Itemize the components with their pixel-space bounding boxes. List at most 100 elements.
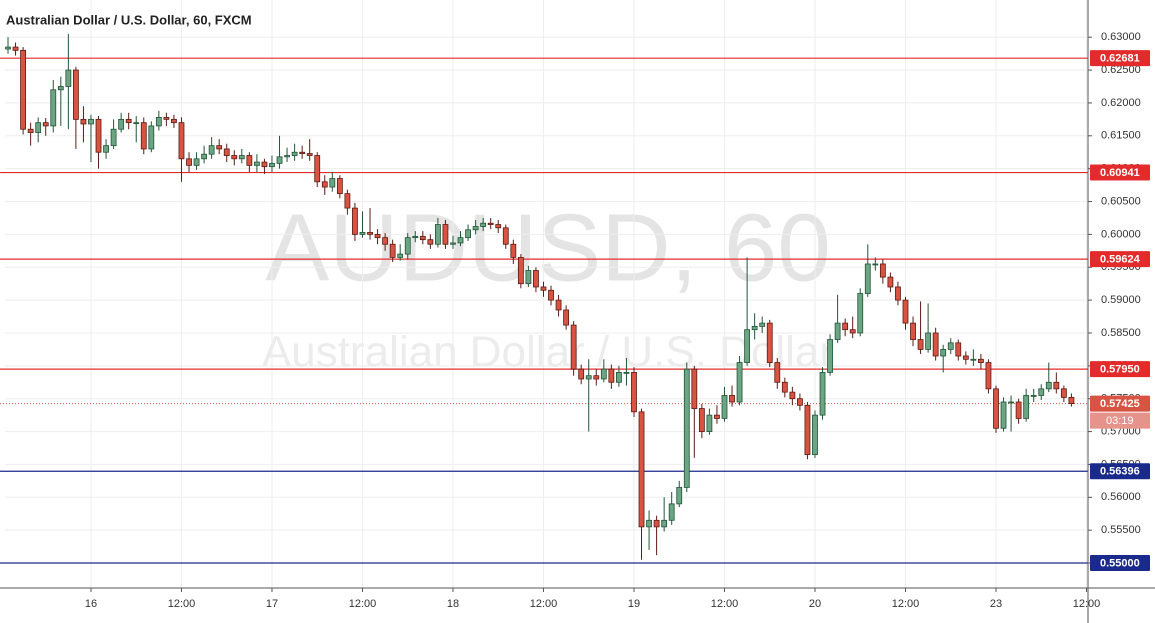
candle-body bbox=[872, 263, 879, 266]
candle-body bbox=[140, 122, 147, 150]
price-badge-label: 0.57950 bbox=[1100, 364, 1140, 376]
candle-body bbox=[932, 332, 939, 357]
x-tick-label: 12:00 bbox=[530, 598, 558, 610]
candle-body bbox=[600, 368, 607, 380]
candle-body bbox=[744, 329, 751, 363]
candle-body bbox=[495, 224, 502, 229]
candle-body bbox=[223, 148, 230, 156]
candle-body bbox=[352, 207, 358, 235]
y-tick-label: 0.56000 bbox=[1101, 491, 1141, 503]
candle-body bbox=[517, 256, 524, 285]
candle-body bbox=[1045, 381, 1052, 390]
candle-body bbox=[178, 122, 185, 160]
x-tick-label: 20 bbox=[809, 598, 821, 610]
candle-body bbox=[314, 155, 321, 183]
candle-body bbox=[208, 145, 215, 155]
candle-body bbox=[450, 242, 456, 245]
price-badge-label: 0.60941 bbox=[1100, 167, 1140, 179]
candle-body bbox=[367, 232, 373, 235]
candle-body bbox=[887, 276, 894, 288]
candle-body bbox=[442, 224, 449, 245]
candle-body bbox=[502, 227, 509, 245]
price-badge bbox=[1090, 395, 1150, 412]
candle-body bbox=[80, 118, 87, 125]
countdown-badge bbox=[1090, 412, 1150, 429]
candle-body bbox=[721, 395, 728, 419]
y-tick-label: 0.58500 bbox=[1101, 327, 1141, 339]
x-tick-label: 19 bbox=[628, 598, 640, 610]
candle-body bbox=[774, 362, 781, 383]
y-tick-label: 0.63000 bbox=[1101, 31, 1141, 43]
candle-body bbox=[1060, 388, 1067, 398]
candle-body bbox=[917, 339, 924, 350]
candle-body bbox=[925, 332, 932, 350]
y-tick-label: 0.60500 bbox=[1101, 195, 1141, 207]
candle-body bbox=[374, 233, 381, 239]
candle-body bbox=[895, 286, 901, 301]
candle-body bbox=[291, 151, 298, 156]
candle-body bbox=[1008, 401, 1014, 404]
candle-body bbox=[344, 193, 351, 209]
candle-body bbox=[525, 270, 532, 285]
candle-body bbox=[231, 155, 238, 160]
candle-body bbox=[321, 181, 328, 188]
candle-body bbox=[186, 158, 192, 166]
candle-body bbox=[148, 125, 155, 150]
candle-body bbox=[947, 342, 954, 350]
candle-body bbox=[797, 398, 803, 406]
candle-body bbox=[691, 368, 698, 409]
candle-body bbox=[457, 237, 464, 244]
x-tick-label: 12:00 bbox=[711, 598, 739, 610]
candle-body bbox=[842, 322, 849, 331]
candle-body bbox=[306, 153, 313, 156]
candle-body bbox=[812, 414, 818, 455]
price-badge bbox=[1090, 251, 1150, 268]
candle-body bbox=[563, 309, 570, 326]
candle-body bbox=[389, 243, 396, 258]
candle-body bbox=[1023, 395, 1030, 419]
candle-body bbox=[284, 155, 290, 158]
candle-body bbox=[434, 224, 441, 245]
candle-body bbox=[646, 519, 652, 528]
candle-body bbox=[766, 322, 773, 363]
candle-body bbox=[125, 118, 132, 124]
candle-body bbox=[5, 46, 11, 50]
candle-body bbox=[1068, 396, 1075, 405]
candle-body bbox=[978, 358, 984, 363]
candle-body bbox=[238, 155, 245, 160]
candle-body bbox=[42, 122, 49, 127]
candle-body bbox=[533, 270, 539, 288]
candle-body bbox=[336, 178, 343, 195]
candle-body bbox=[50, 89, 57, 127]
candle-body bbox=[857, 293, 864, 334]
candle-body bbox=[110, 128, 117, 147]
x-tick-label: 23 bbox=[990, 598, 1002, 610]
candle-body bbox=[216, 145, 223, 150]
candle-body bbox=[72, 69, 79, 120]
candle-body bbox=[970, 358, 977, 361]
candle-body bbox=[359, 232, 366, 235]
candle-body bbox=[849, 329, 856, 334]
y-tick-label: 0.62500 bbox=[1101, 64, 1141, 76]
candle-body bbox=[201, 153, 208, 160]
candle-body bbox=[804, 404, 811, 455]
candle-body bbox=[1000, 401, 1007, 429]
candle-body bbox=[487, 222, 494, 225]
candle-body bbox=[1053, 381, 1060, 390]
candle-body bbox=[253, 161, 260, 166]
y-tick-label: 0.60000 bbox=[1101, 228, 1141, 240]
candle-body bbox=[35, 122, 42, 133]
candle-body bbox=[653, 519, 660, 528]
y-tick-label: 0.62000 bbox=[1101, 97, 1141, 109]
candle-body bbox=[465, 229, 471, 239]
candle-body bbox=[382, 237, 389, 245]
candle-body bbox=[834, 322, 841, 340]
candle-body bbox=[819, 372, 826, 416]
candle-body bbox=[472, 226, 479, 231]
candle-body bbox=[729, 395, 735, 403]
candle-body bbox=[1030, 395, 1037, 397]
candle-body bbox=[683, 368, 690, 488]
candle-body bbox=[163, 116, 170, 120]
price-badge-label: 0.56396 bbox=[1100, 466, 1140, 478]
